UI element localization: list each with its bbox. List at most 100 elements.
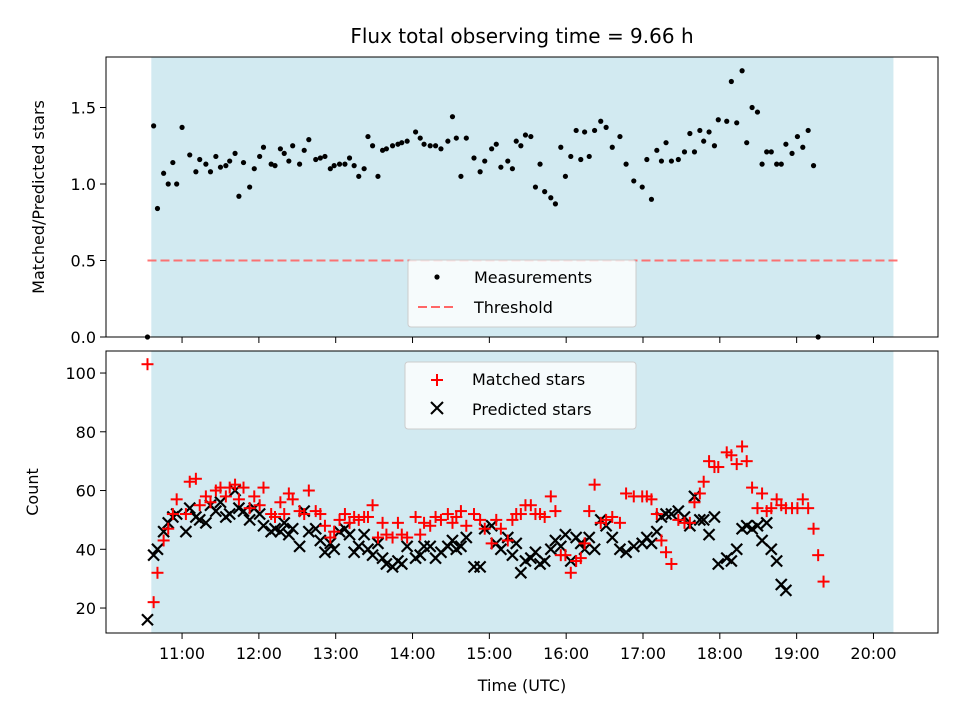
matched-marker [338,508,351,521]
measurement-point [558,144,564,150]
measurement-point [247,184,253,190]
predicted-marker [460,531,473,544]
measurement-point [272,163,278,169]
measurement-point [213,153,219,160]
measurement-point [639,184,645,190]
matched-marker [730,458,743,471]
measurement-point [412,129,419,135]
matched-marker [672,513,685,526]
measurement-point [586,153,592,160]
measurement-point [687,130,693,137]
matched-marker [756,487,769,500]
matched-marker [424,519,437,532]
measurement-point [739,68,745,74]
matched-marker [650,508,663,521]
measurement-point [277,146,283,152]
measurement-point [658,158,665,164]
measurement-point [768,149,774,155]
measurement-point [336,161,343,167]
predicted-marker [179,525,193,538]
measurement-point [591,127,598,134]
matched-marker [588,478,601,491]
matched-marker [600,513,613,526]
plot-frame [105,56,939,338]
measurement-point [573,127,579,134]
x-tick-label: 16:00 [543,644,589,663]
predicted-marker [366,548,379,562]
measurement-point [631,178,637,184]
predicted-marker [765,543,778,556]
legend-marker-predicted [430,401,444,415]
matched-marker [318,519,331,532]
matched-marker [514,508,527,521]
y-tick-label: 0.5 [71,251,96,270]
measurement-point [179,124,185,130]
measurement-point [165,181,171,187]
measurement-point [609,144,615,150]
matched-marker [237,481,250,494]
matched-marker [391,516,404,529]
measurement-point [617,133,623,140]
matched-marker [583,505,596,518]
x-tick-label: 11:00 [159,644,205,663]
matched-marker [688,496,701,509]
measurement-point [789,150,795,156]
measurement-point [528,133,534,140]
measurement-point [223,163,229,169]
matched-marker [751,502,764,515]
measurement-point [361,166,367,172]
predicted-marker [223,507,236,521]
matched-marker [574,552,587,565]
matched-marker [549,505,562,518]
measurement-point [537,161,543,167]
predicted-marker [659,507,673,521]
measurement-point [744,140,750,146]
matched-marker [429,510,442,523]
measurement-point [783,141,789,147]
predicted-marker [257,519,270,533]
matched-marker [645,493,658,506]
matched-marker [683,516,696,529]
measurement-point [598,118,604,124]
legend-marker-matched [431,374,443,386]
matched-marker [725,449,738,462]
measurement-point [493,141,499,147]
predicted-marker [327,543,341,556]
matched-marker [441,508,454,521]
y-axis-label: Count [23,468,42,516]
measurement-point [257,153,263,160]
matched-marker [578,537,591,550]
y-axis-label: Matched/Predicted stars [29,100,48,294]
measurement-point [578,156,584,163]
matched-marker [524,499,537,512]
matched-marker [454,505,467,518]
measurement-point [346,155,353,161]
measurement-point [715,117,721,123]
matched-marker [467,508,480,521]
x-tick-label: 19:00 [774,644,820,663]
predicted-marker [544,543,558,556]
predicted-marker [588,543,601,556]
predicted-marker [214,496,227,509]
measurement-point [623,161,629,167]
predicted-marker [151,543,164,556]
matched-marker [613,516,626,529]
measurement-point [331,163,337,169]
measurement-point [322,153,328,160]
predicted-marker [760,516,773,530]
measurement-point [170,159,176,166]
matched-marker [257,481,270,494]
predicted-marker [286,522,299,535]
measurement-point [734,120,740,126]
measurement-point [513,138,519,144]
measurement-point [174,181,180,187]
matched-marker [620,487,633,500]
chart-title: Flux total observing time = 9.66 h [350,24,693,48]
measurement-point [351,163,357,169]
matched-marker [746,481,759,494]
measurement-point [532,184,539,190]
measurement-point [482,158,488,164]
measurement-point [471,155,477,161]
x-tick-label: 17:00 [620,644,666,663]
